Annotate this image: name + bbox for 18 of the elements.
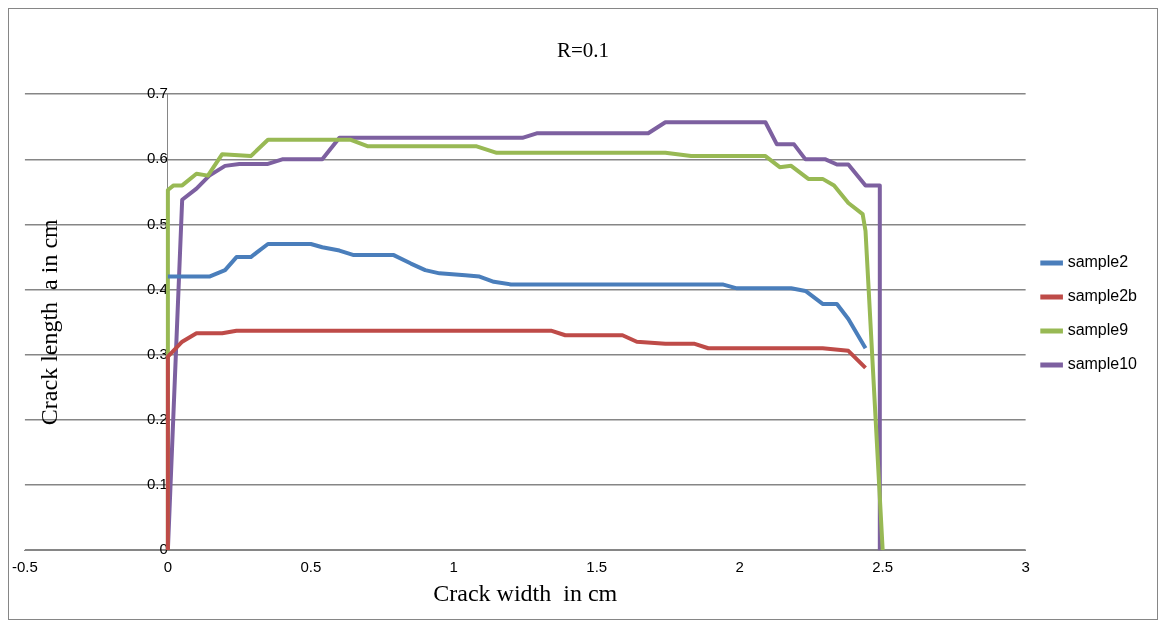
y-tick-label: 0.4	[147, 279, 168, 297]
legend-label: sample2	[1067, 253, 1129, 271]
x-tick-label: 2	[735, 558, 744, 576]
x-tick-label: 1	[449, 558, 458, 576]
y-axis-title: Crack length a in cm	[36, 218, 63, 426]
legend-label: sample9	[1067, 321, 1129, 339]
chart-title: R=0.1	[556, 38, 610, 63]
x-axis-title: Crack width in cm	[433, 579, 618, 606]
x-tick-label: 3	[1021, 558, 1030, 576]
x-tick-label: 1.5	[586, 558, 608, 576]
y-tick-label: 0.6	[147, 149, 168, 167]
legend-label: sample10	[1067, 355, 1138, 373]
legend-label: sample2b	[1067, 287, 1138, 305]
x-tick-label: -0.5	[11, 558, 38, 576]
y-tick-label: 0.1	[147, 475, 168, 493]
y-tick-label: 0.7	[147, 84, 168, 102]
x-tick-label: 0.5	[300, 558, 322, 576]
x-tick-label: 2.5	[872, 558, 894, 576]
